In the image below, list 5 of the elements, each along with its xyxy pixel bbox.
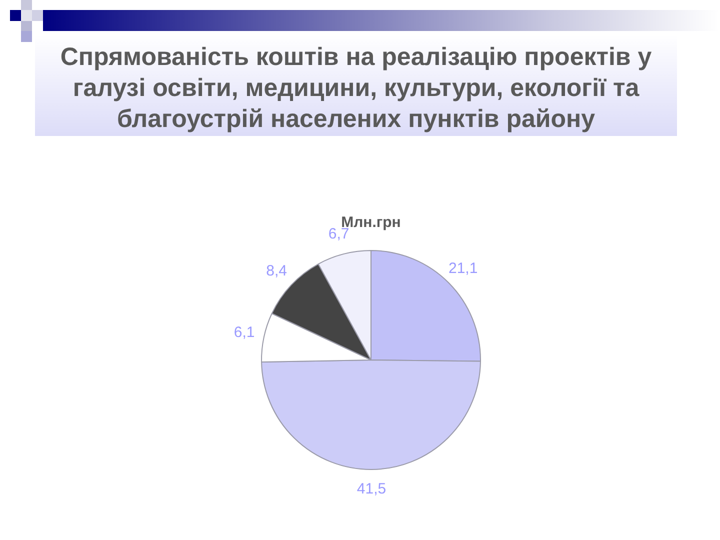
- data-label: 41,5: [356, 480, 386, 498]
- data-label: 6,1: [234, 324, 255, 342]
- data-label: 21,1: [448, 260, 478, 278]
- chart-title: Спрямованість коштів на реалізацію проектів у галузі освіти, медицини, культури, екології та благоустрій населених пунктів району: [60, 43, 652, 133]
- data-label: 8,4: [266, 262, 287, 280]
